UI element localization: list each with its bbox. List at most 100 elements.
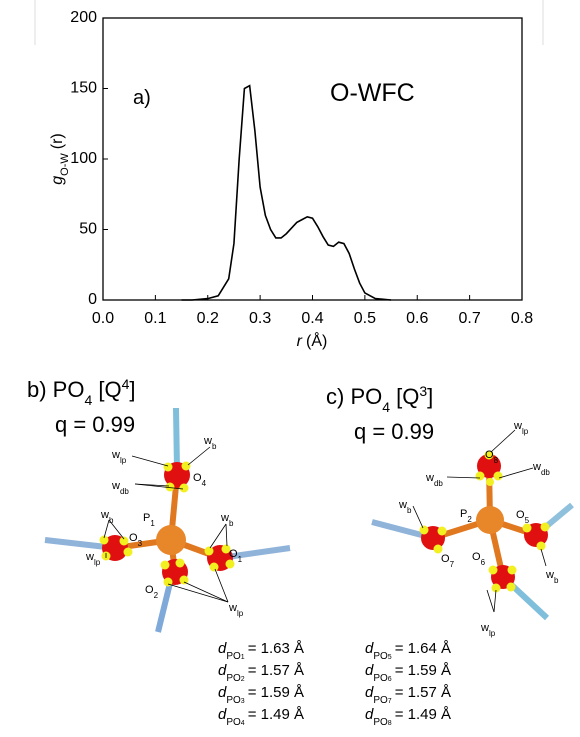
- label-sub: 5: [525, 516, 530, 525]
- bond-distance: dPO5= 1.64 Å: [365, 640, 451, 662]
- label-sub: lp: [522, 427, 529, 436]
- atom-label: O1: [229, 548, 243, 564]
- atom-label: wlp: [111, 449, 127, 465]
- label-sub: b: [554, 576, 559, 585]
- annotation: O-WFC: [330, 79, 415, 107]
- distance-value: = 1.49 Å: [248, 706, 304, 723]
- label-sub: b: [109, 516, 114, 525]
- molecule-b: [44, 407, 291, 633]
- label-base: w: [228, 602, 237, 614]
- panel-title: c) PO4 [Q3]: [326, 383, 433, 415]
- x-tick-label: 0.3: [249, 310, 271, 327]
- q-value: q = 0.99: [55, 412, 135, 437]
- symbol: d: [218, 684, 227, 701]
- label-base: O: [129, 532, 138, 544]
- label-sub: 6: [481, 558, 486, 567]
- title-part: [Q: [92, 377, 121, 402]
- label-sub: 7: [450, 560, 455, 569]
- subscript-index: 2: [241, 676, 245, 683]
- title-part: 4: [84, 392, 92, 408]
- label-sub: 1: [238, 555, 243, 564]
- bond-distance: dPO6= 1.59 Å: [365, 662, 451, 684]
- x-tick-label: 0.1: [144, 310, 166, 327]
- wfc-centers: [99, 461, 235, 587]
- label-sub: 4: [202, 479, 207, 488]
- data-line: [181, 84, 392, 301]
- symbol: d: [365, 662, 374, 679]
- x-tick-label: 0.2: [197, 310, 219, 327]
- label-sub: b: [229, 519, 234, 528]
- title-part: ]: [427, 384, 433, 409]
- label-base: O: [193, 472, 202, 484]
- symbol: d: [218, 662, 227, 679]
- label-base: w: [398, 499, 407, 511]
- label-base: O: [229, 548, 238, 560]
- bond-distance: dPO8= 1.49 Å: [365, 706, 451, 728]
- atom-label: wb: [203, 435, 217, 451]
- atom-label: wdb: [111, 480, 129, 496]
- distance-value: = 1.64 Å: [395, 640, 451, 657]
- symbol: d: [365, 684, 374, 701]
- atom-label: O3: [129, 532, 143, 548]
- panel-title: b) PO4 [Q4]: [27, 376, 136, 408]
- subscript: PO: [226, 651, 241, 662]
- atom-label: wlp: [480, 622, 496, 638]
- label-base: O: [472, 551, 481, 563]
- label-base: P: [460, 508, 467, 520]
- subscript-index: 4: [241, 720, 245, 727]
- plot-frame: [102, 17, 523, 301]
- bond-distance: dPO1= 1.63 Å: [218, 640, 304, 662]
- atom-label: wb: [100, 509, 114, 525]
- atom-label: O5: [516, 509, 530, 525]
- label-base: w: [425, 472, 434, 484]
- atom-label: wdb: [532, 461, 550, 477]
- bond-distance: dPO7= 1.57 Å: [365, 684, 451, 706]
- bond-distance: dPO3= 1.59 Å: [218, 684, 304, 706]
- label-sub: lp: [120, 456, 127, 465]
- label-base: w: [545, 569, 554, 581]
- label-base: w: [100, 509, 109, 521]
- q-value: q = 0.99: [354, 419, 434, 444]
- distance-value: = 1.59 Å: [248, 684, 304, 701]
- symbol: d: [218, 640, 227, 657]
- label-base: O: [145, 584, 154, 596]
- atom-label: O4: [193, 472, 207, 488]
- label-sub: b: [407, 506, 412, 515]
- label-sub: 2: [467, 515, 472, 524]
- label-base: w: [532, 461, 541, 473]
- bond-stick: [173, 407, 180, 471]
- atom-label: O2: [145, 584, 159, 600]
- atom-label: wb: [220, 512, 234, 528]
- subscript: PO: [373, 695, 388, 706]
- x-tick-label: 0.7: [459, 310, 481, 327]
- wfc-centers: [419, 450, 550, 593]
- subscript: PO: [373, 717, 388, 728]
- subscript: PO: [373, 651, 388, 662]
- distance-value: = 1.63 Å: [248, 640, 304, 657]
- panel-label: a): [133, 87, 151, 109]
- atom-label: O6: [472, 551, 486, 567]
- bond-distance: dPO2= 1.57 Å: [218, 662, 304, 684]
- distance-value: = 1.57 Å: [248, 662, 304, 679]
- label-sub: 1: [150, 519, 155, 528]
- label-sub: lp: [94, 558, 101, 567]
- y-tick-label: 50: [79, 221, 97, 238]
- x-tick-label: 0.6: [406, 310, 428, 327]
- label-sub: 8: [494, 456, 499, 465]
- label-sub: db: [541, 468, 550, 477]
- label-base: w: [513, 420, 522, 432]
- atom-label: wlp: [513, 420, 529, 436]
- molecule-c: [371, 450, 574, 621]
- subscript-index: 8: [388, 720, 392, 727]
- subscript-index: 1: [241, 654, 245, 661]
- subscript-index: 5: [388, 654, 392, 661]
- x-axis-label: r (Å): [297, 331, 328, 350]
- distance-value: = 1.49 Å: [395, 706, 451, 723]
- atom-label: O7: [441, 553, 455, 569]
- phosphorus: [156, 525, 186, 555]
- y-tick-label: 0: [88, 291, 97, 308]
- atom-label: wb: [398, 499, 412, 515]
- x-tick-label: 0.4: [301, 310, 323, 327]
- subscript: PO: [226, 673, 241, 684]
- label-base: w: [220, 512, 229, 524]
